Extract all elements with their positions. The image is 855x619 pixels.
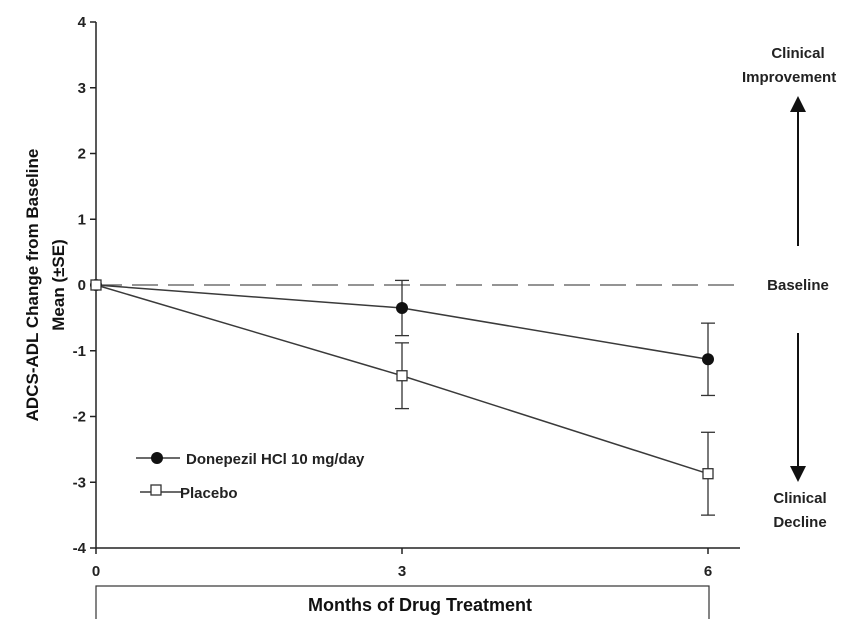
annotation-decline-line1: Clinical [773, 490, 826, 507]
x-tick-label: 0 [92, 563, 100, 580]
data-point-placebo [702, 468, 714, 480]
data-point-placebo [90, 279, 102, 291]
y-tick-label: -3 [73, 474, 86, 491]
y-tick-label: -2 [73, 409, 86, 426]
legend-label-placebo: Placebo [180, 485, 238, 502]
x-axis-title-box [95, 585, 710, 619]
y-tick-label: -4 [73, 540, 87, 557]
annotation-decline-line2: Decline [773, 514, 826, 531]
y-axis-ticks: 4 3 2 1 0 -1 -2 -3 -4 [73, 14, 96, 557]
y-tick-label: 0 [78, 277, 86, 294]
x-tick-label: 6 [704, 563, 712, 580]
legend-marker-placebo [150, 484, 162, 496]
legend-label-donepezil: Donepezil HCl 10 mg/day [186, 451, 365, 468]
x-axis-ticks: 0 3 6 [92, 548, 712, 580]
y-tick-label: 4 [78, 14, 87, 31]
annotation-baseline: Baseline [767, 277, 829, 294]
annotations: Clinical Improvement Baseline Clinical D… [742, 45, 836, 531]
legend-marker-donepezil [151, 452, 163, 464]
series-layer [90, 279, 715, 516]
x-axis-title: Months of Drug Treatment [308, 595, 532, 615]
data-point-placebo [396, 370, 408, 382]
y-tick-label: -1 [73, 343, 86, 360]
y-tick-label: 2 [78, 146, 86, 163]
y-axis-title: ADCS-ADL Change from Baseline [23, 149, 42, 422]
annotation-improvement-line1: Clinical [771, 45, 824, 62]
data-point-donepezil [702, 353, 714, 366]
legend: Donepezil HCl 10 mg/day Placebo [136, 451, 365, 502]
y-tick-label: 3 [78, 80, 86, 97]
x-tick-label: 3 [398, 563, 406, 580]
y-axis-subtitle: Mean (±SE) [49, 239, 68, 331]
y-axis-title-group: ADCS-ADL Change from Baseline Mean (±SE) [23, 149, 68, 422]
annotation-improvement-line2: Improvement [742, 69, 836, 86]
data-point-donepezil [396, 302, 408, 315]
y-tick-label: 1 [78, 211, 86, 228]
